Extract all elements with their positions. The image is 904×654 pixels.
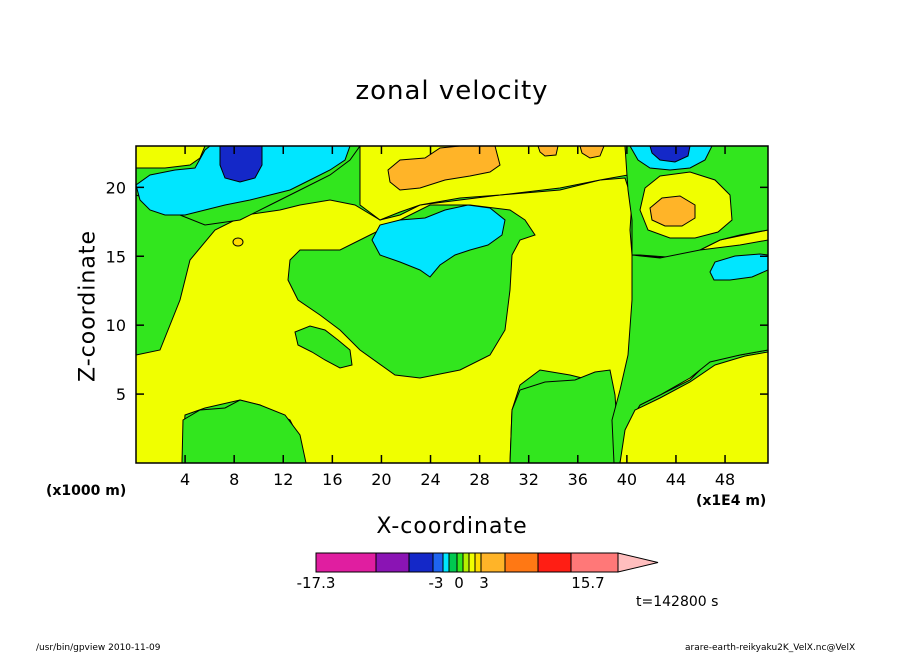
plot-frame (135, 145, 769, 464)
x-tick-label: 32 (519, 470, 539, 489)
time-label: t=142800 s (636, 594, 719, 610)
y-tick-label: 10 (106, 316, 126, 335)
region-orange-top-3 (579, 146, 605, 159)
colorbar-segment (375, 552, 410, 573)
x-tick-label: 12 (273, 470, 293, 489)
colorbar-label: -3 (429, 574, 444, 592)
colorbar-label: 0 (454, 574, 464, 592)
footer-left: /usr/bin/gpview 2010-11-09 (36, 643, 161, 653)
colorbar-segment (480, 552, 506, 573)
x-tick-label: 20 (371, 470, 391, 489)
region-green-small (294, 325, 353, 369)
region-orange-top-2 (537, 146, 559, 157)
colorbar-segment (442, 552, 450, 573)
colorbar-segment (315, 552, 377, 573)
colorbar-segment (537, 552, 572, 573)
region-orange-top-1 (387, 146, 501, 191)
x-tick-label: 48 (715, 470, 735, 489)
colorbar-segment (456, 552, 464, 573)
x-tick-label: 24 (420, 470, 440, 489)
colorbar-label: 15.7 (571, 574, 604, 592)
x-tick-label: 28 (469, 470, 489, 489)
region-orange-right (649, 195, 696, 227)
colorbar-segment (448, 552, 458, 573)
colorbar-label: 3 (479, 574, 489, 592)
region-cyan-right (709, 253, 768, 281)
footer-right: arare-earth-reikyaku2K_VelX.nc@VelX (685, 643, 856, 653)
region-green-bottom-left (181, 399, 307, 463)
x-tick-label: 44 (666, 470, 686, 489)
x-scale-label: (x1E4 m) (696, 493, 767, 509)
y-tick-label: 15 (106, 247, 126, 266)
x-tick-label: 8 (229, 470, 239, 489)
colorbar-segment (432, 552, 444, 573)
colorbar-label: -17.3 (297, 574, 336, 592)
region-yellow-spot (232, 237, 244, 247)
x-ticks: 4 8 12 16 20 24 28 32 36 40 44 48 (180, 146, 735, 489)
y-axis-label: Z-coordinate (75, 230, 101, 382)
colorbar-segment (468, 552, 476, 573)
x-tick-label: 16 (322, 470, 342, 489)
colorbar-extension (617, 552, 659, 573)
x-unit-label: (x1000 m) (46, 483, 127, 499)
y-ticks: 5 10 15 20 (106, 178, 768, 404)
colorbar-segment (462, 552, 470, 573)
colorbar: -17.3 -3 0 3 15.7 (297, 552, 659, 592)
colorbar-segment (504, 552, 539, 573)
region-yellow-lower-right (619, 351, 768, 463)
colorbar-segment (570, 552, 619, 573)
y-tick-label: 5 (116, 385, 126, 404)
x-tick-label: 36 (568, 470, 588, 489)
colorbar-segment (408, 552, 434, 573)
region-green-lower-right (611, 239, 768, 463)
chart-title: zonal velocity (355, 76, 549, 106)
x-tick-label: 40 (617, 470, 637, 489)
colorbar-segment (474, 552, 482, 573)
region-cyan-center (371, 204, 506, 278)
region-blue-core-1 (219, 146, 263, 183)
region-blue-core-2 (649, 146, 691, 163)
x-tick-label: 4 (180, 470, 190, 489)
y-tick-label: 20 (106, 178, 126, 197)
x-axis-label: X-coordinate (376, 514, 528, 539)
